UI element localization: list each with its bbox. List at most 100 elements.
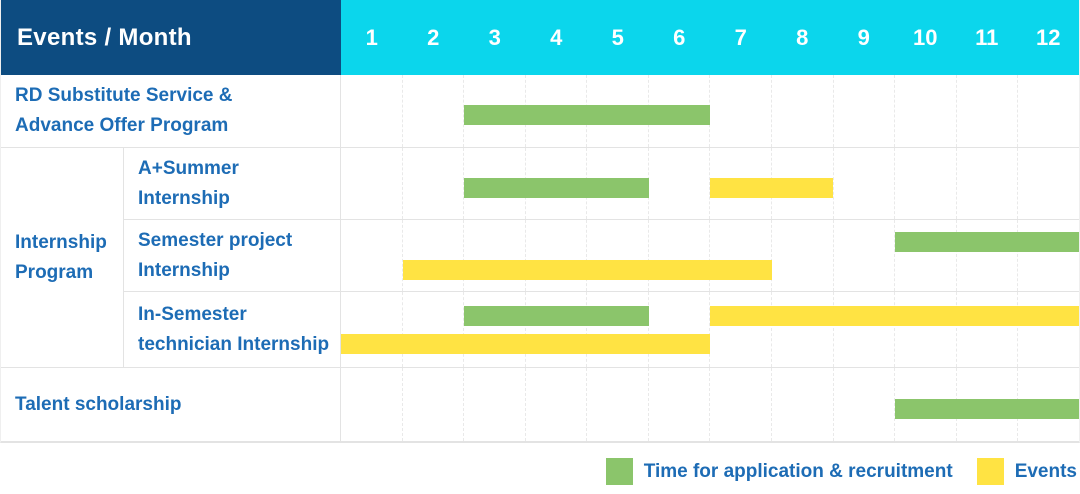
table-row: RD Substitute Service & Advance Offer Pro… — [1, 75, 1079, 148]
month-gridcell — [894, 75, 956, 147]
month-gridcell — [771, 292, 833, 367]
month-header-cell: 8 — [796, 24, 809, 50]
month-header-cell: 9 — [857, 24, 870, 50]
month-header-cell: 11 — [975, 24, 999, 50]
month-header-cell: 1 — [365, 24, 378, 50]
month-header-cell: 10 — [913, 24, 938, 50]
bar-line — [341, 333, 1079, 354]
month-gridcell — [832, 292, 895, 367]
gantt-row-track — [341, 75, 1079, 147]
month-gridcell — [709, 148, 771, 219]
bar-line — [341, 177, 1079, 198]
month-gridlines — [341, 220, 1079, 291]
row-label: Semester project Internship — [124, 220, 341, 291]
month-header-cell: 6 — [673, 24, 686, 50]
row-label-line: Internship — [138, 259, 230, 281]
events-bar — [710, 305, 1079, 326]
month-gridlines — [341, 292, 1079, 367]
month-gridcell — [955, 292, 1018, 367]
legend-item: Time for application & recruitment — [605, 458, 953, 485]
month-gridcell — [524, 220, 587, 291]
bar-lines — [341, 220, 1079, 291]
month-gridcell — [955, 148, 1018, 219]
month-gridcell — [401, 368, 464, 441]
month-gridcell — [401, 75, 464, 147]
gantt-row-track — [341, 148, 1079, 219]
month-gridcell — [955, 220, 1018, 291]
legend-label: Events — [1014, 460, 1077, 482]
events-swatch — [976, 458, 1004, 485]
month-gridcell — [709, 292, 771, 367]
month-gridcell — [832, 368, 895, 441]
month-gridcell — [401, 292, 464, 367]
bar-line — [341, 305, 1079, 326]
table-row: Talent scholarship — [1, 368, 1079, 442]
application-recruitment-bar — [464, 177, 649, 198]
row-label-line: technician Internship — [138, 333, 330, 355]
month-gridcell — [463, 292, 525, 367]
row-label: In-Semester technician Internship — [124, 292, 341, 367]
table-row: A+Summer Internship — [124, 148, 1079, 220]
month-gridcell — [832, 148, 895, 219]
row-label: RD Substitute Service & Advance Offer Pro… — [1, 75, 341, 147]
row-label-line: RD Substitute Service & — [15, 85, 233, 106]
row-label-line: A+Summer — [138, 157, 239, 179]
month-gridcell — [463, 368, 525, 441]
month-header-cell: 4 — [550, 24, 563, 50]
legend: Time for application & recruitment Events — [605, 458, 1077, 485]
month-gridcell — [894, 292, 956, 367]
group-subrows: A+Summer Internship Semester project Intern… — [124, 148, 1079, 367]
month-gridcell — [586, 292, 648, 367]
application-recruitment-bar — [464, 105, 710, 125]
month-gridcell — [894, 148, 956, 219]
application-recruitment-bar — [894, 231, 1079, 252]
table-row-group: Internship Program A+Summer Internship Semes… — [1, 148, 1079, 368]
legend-label: Time for application & recruitment — [643, 460, 953, 482]
application-recruitment-bar — [894, 398, 1079, 419]
legend-item: Events — [976, 458, 1077, 485]
month-gridcell — [771, 368, 833, 441]
month-header-row: 1 2 3 4 5 6 7 8 9 10 11 12 — [341, 0, 1079, 75]
month-gridcell — [524, 368, 587, 441]
bar-line — [341, 259, 1079, 280]
month-gridcell — [586, 220, 648, 291]
month-gridcell — [894, 220, 956, 291]
month-gridcell — [524, 292, 587, 367]
row-label: Talent scholarship — [1, 368, 341, 441]
month-gridcell — [647, 368, 710, 441]
events-bar — [710, 177, 833, 198]
gantt-body: RD Substitute Service & Advance Offer Pro… — [1, 75, 1079, 442]
events-bar — [341, 333, 710, 354]
group-label: Internship Program — [1, 148, 124, 367]
month-gridcell — [709, 220, 771, 291]
gantt-row-track — [341, 368, 1079, 441]
month-header-cell: 7 — [734, 24, 747, 50]
month-gridcell — [463, 220, 525, 291]
table-header: Events / Month 1 2 3 4 5 6 7 8 9 10 11 12 — [1, 0, 1079, 75]
month-gridcell — [1017, 75, 1079, 147]
bar-lines — [341, 152, 1079, 223]
row-label: A+Summer Internship — [124, 148, 341, 219]
month-gridcell — [647, 292, 710, 367]
group-label-line: Internship — [15, 231, 107, 253]
table-row: Semester project Internship — [124, 220, 1079, 292]
month-gridcell — [401, 220, 464, 291]
month-gridcell — [463, 75, 525, 147]
table-row: In-Semester technician Internship — [124, 292, 1079, 367]
month-gridcell — [832, 75, 895, 147]
month-gridcell — [832, 220, 895, 291]
row-label-line: Semester project — [138, 229, 293, 251]
month-gridcell — [771, 75, 833, 147]
month-gridcell — [709, 368, 771, 441]
month-gridcell — [463, 148, 525, 219]
month-header-cell: 2 — [427, 24, 440, 50]
month-gridcell — [955, 75, 1018, 147]
application-recruitment-swatch — [605, 458, 633, 485]
row-label-line: Internship — [138, 187, 230, 209]
bar-lines — [341, 79, 1079, 151]
month-header-cell: 12 — [1036, 24, 1061, 50]
row-label-line: In-Semester — [138, 303, 247, 325]
bar-lines — [341, 292, 1079, 367]
table-title: Events / Month — [1, 0, 341, 75]
